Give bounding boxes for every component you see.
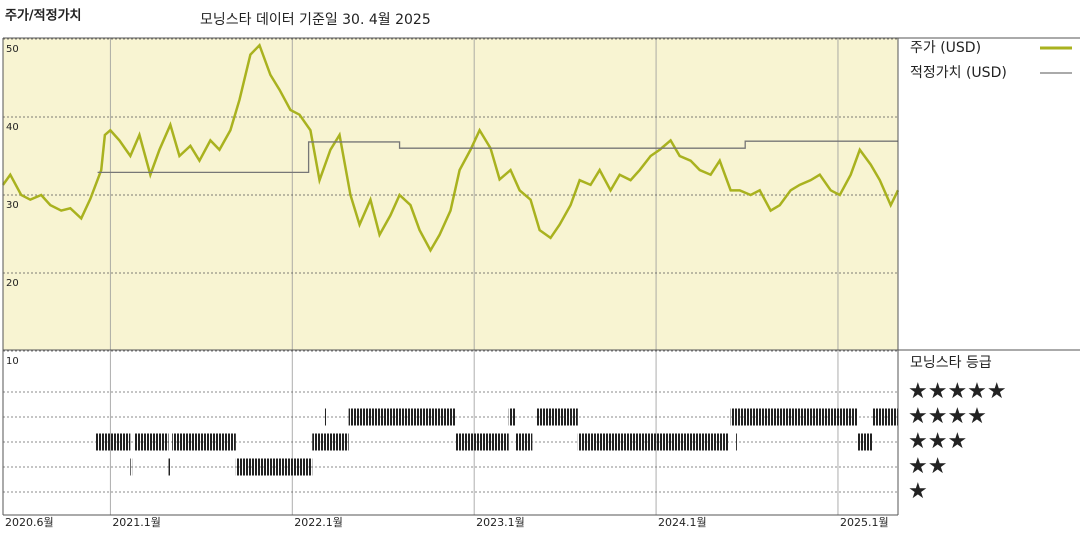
price-panel [3,38,898,350]
x-tick-label: 2025.1월 [840,516,889,529]
rating-bar [535,408,578,426]
rating-bar [872,408,898,426]
y-tick-label: 10 [6,356,19,367]
rating-bar [130,458,133,476]
legend-label: 적정가치 (USD) [910,65,1007,81]
rating-label: ★★★★ [908,404,987,429]
rating-label: ★★★ [908,429,967,454]
rating-bar [736,433,738,451]
series-line [97,140,898,174]
rating-bar [857,433,873,451]
rating-bar [235,458,313,476]
y-tick-label: 30 [6,200,19,211]
x-tick-label: 2022.1월 [294,516,343,529]
rating-bar [95,433,131,451]
rating-bar [172,433,236,451]
rating-bar [348,408,456,426]
rating-bar [133,433,169,451]
y-tick-label: 40 [6,122,19,133]
rating-label: ★★★★★ [908,379,1007,404]
chart-title: 주가/적정가치 [5,8,82,24]
y-tick-label: 50 [6,44,19,55]
rating-label: ★ [908,479,928,504]
rating-bar [730,408,858,426]
rating-bar [577,433,729,451]
rating-label: ★★ [908,454,947,479]
y-tick-label: 20 [6,278,19,289]
rating-bar [324,408,327,426]
rating-bar [312,433,349,451]
series-line [1,42,900,253]
legend-label: 주가 (USD) [910,40,981,56]
chart-subtitle: 모닝스타 데이터 기준일 30. 4월 2025 [200,12,431,28]
rating-bar [508,408,516,426]
x-tick-label: 2024.1월 [658,516,707,529]
rating-bar [515,433,533,451]
rating-bar [455,433,509,451]
x-tick-label: 2020.6월 [5,516,54,529]
rating-bar [168,458,171,476]
x-tick-label: 2023.1월 [476,516,525,529]
ratings-title: 모닝스타 등급 [910,355,992,371]
x-tick-label: 2021.1월 [112,516,161,529]
